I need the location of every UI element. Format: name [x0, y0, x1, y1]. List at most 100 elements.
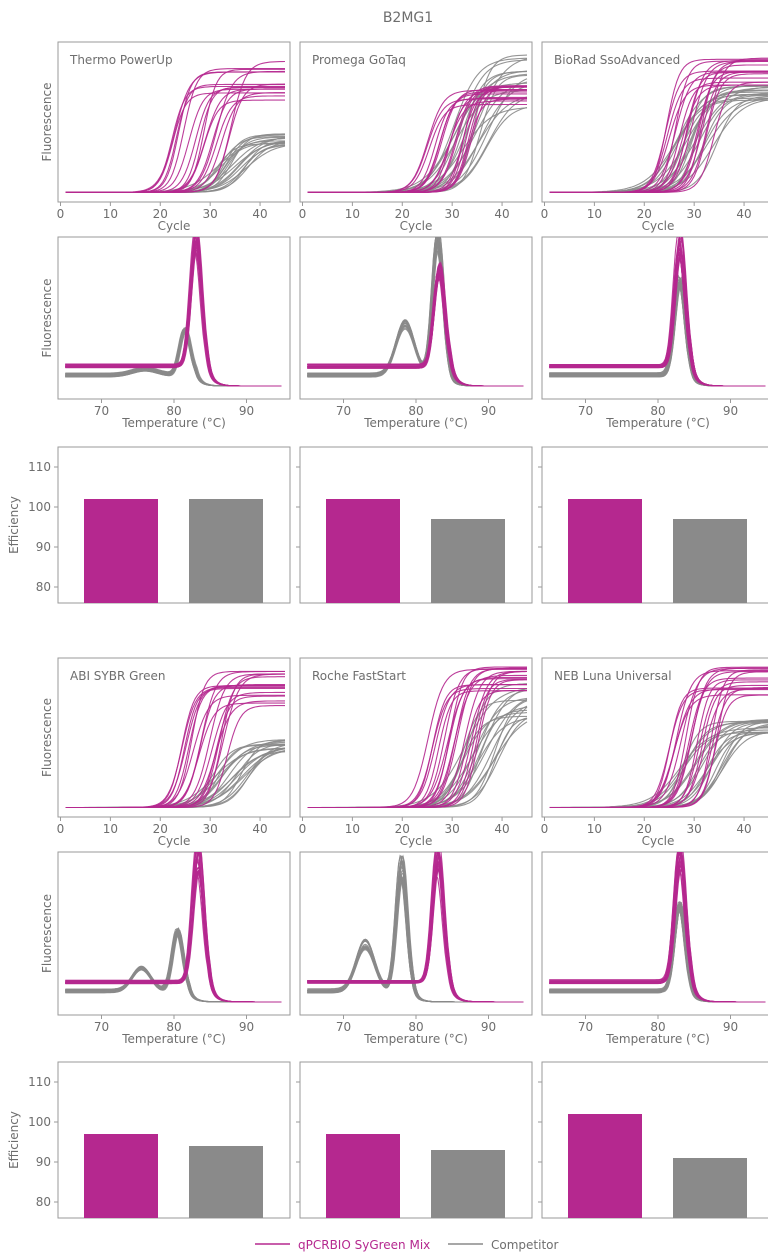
competitor-curve	[65, 330, 282, 387]
panel-amp-11: 0 10 20 30 40 Cycle Roche FastStart	[299, 657, 533, 848]
sygreen-curve	[549, 677, 768, 809]
x-tick-label: 70	[336, 1020, 351, 1034]
x-tick-label: 0	[541, 822, 549, 836]
sygreen-curve	[307, 679, 527, 809]
panel-frame	[541, 446, 768, 604]
competitor-curve	[549, 279, 766, 387]
competitor-curve	[549, 276, 766, 387]
sygreen-curve	[549, 253, 766, 387]
sygreen-curve	[307, 852, 524, 1003]
y-tick-label: 110	[28, 460, 51, 474]
sygreen-curve	[549, 852, 766, 1003]
panel-frame	[541, 657, 768, 818]
sygreen-curve	[65, 83, 285, 193]
x-tick-label: 30	[445, 207, 460, 221]
competitor-curve	[65, 329, 282, 387]
competitor-curve	[307, 700, 528, 809]
panel-frame	[541, 1061, 768, 1219]
panel-title: BioRad SsoAdvanced	[554, 53, 680, 67]
sygreen-curve	[549, 237, 766, 387]
competitor-curve	[307, 107, 528, 193]
sygreen-curve	[65, 852, 282, 1003]
x-axis-label: Cycle	[400, 219, 433, 233]
curves	[549, 57, 768, 193]
x-tick-label: 90	[723, 404, 738, 418]
x-tick-label: 20	[153, 822, 168, 836]
panel-eff-18	[538, 1061, 768, 1219]
y-tick-label: 100	[28, 1115, 51, 1129]
sygreen-curve	[549, 71, 768, 193]
sygreen-curve	[65, 673, 285, 809]
legend-competitor-label: Competitor	[491, 1238, 558, 1252]
panel-amp-2: 0 10 20 30 40 Cycle Promega GoTaq	[299, 41, 533, 233]
competitor-efficiency-bar	[431, 1150, 505, 1218]
y-tick-label: 80	[36, 580, 51, 594]
panel-eff-8	[296, 446, 533, 604]
competitor-curve	[307, 237, 524, 387]
x-tick-label: 90	[481, 404, 496, 418]
sygreen-curve	[549, 237, 766, 387]
competitor-curve	[549, 905, 766, 1003]
x-tick-label: 20	[395, 822, 410, 836]
competitor-curve	[549, 280, 766, 387]
competitor-curve	[307, 237, 524, 387]
competitor-curve	[549, 907, 766, 1003]
sygreen-curve	[549, 71, 768, 193]
x-tick-label: 30	[203, 207, 218, 221]
x-tick-label: 10	[345, 822, 360, 836]
x-tick-label: 40	[252, 207, 267, 221]
x-tick-label: 10	[587, 822, 602, 836]
x-tick-label: 80	[650, 404, 665, 418]
sygreen-curve	[65, 237, 282, 387]
sygreen-curve	[307, 98, 527, 193]
competitor-efficiency-bar	[189, 1146, 263, 1218]
sygreen-curve	[65, 852, 282, 1003]
competitor-curve	[307, 237, 524, 387]
competitor-curve	[549, 91, 768, 193]
competitor-efficiency-bar	[673, 519, 747, 603]
sygreen-curve	[65, 852, 282, 1003]
competitor-curve	[65, 331, 282, 387]
sygreen-curve	[307, 100, 527, 193]
competitor-curve	[549, 905, 766, 1003]
sygreen-curve	[307, 684, 527, 809]
x-tick-label: 30	[687, 822, 702, 836]
sygreen-efficiency-bar	[326, 1134, 400, 1218]
sygreen-curve	[307, 689, 528, 809]
curves	[65, 60, 286, 193]
sygreen-curve	[65, 685, 285, 809]
y-axis-label: Fluorescence	[40, 698, 54, 777]
x-tick-label: 20	[395, 207, 410, 221]
competitor-curve	[307, 237, 524, 387]
sygreen-curve	[65, 852, 282, 1003]
competitor-curve	[549, 274, 766, 387]
panel-melt-14: 70 80 90 Temperature (°C)	[299, 851, 533, 1046]
x-tick-label: 90	[481, 1020, 496, 1034]
panel-frame	[541, 41, 768, 203]
curves	[307, 237, 524, 387]
panel-amp-3: 0 10 20 30 40 Cycle BioRad SsoAdvanced	[541, 41, 768, 233]
x-tick-label: 70	[578, 1020, 593, 1034]
competitor-curve	[549, 281, 766, 387]
sygreen-curve	[307, 273, 524, 387]
sygreen-curve	[65, 852, 282, 1003]
curves	[65, 670, 286, 809]
sygreen-curve	[307, 852, 524, 1003]
competitor-curve	[65, 330, 282, 387]
x-tick-label: 90	[239, 1020, 254, 1034]
panel-eff-9	[538, 446, 768, 604]
sygreen-curve	[307, 852, 524, 1003]
x-tick-label: 10	[587, 207, 602, 221]
x-tick-label: 20	[637, 822, 652, 836]
sygreen-curve	[307, 852, 524, 1003]
x-tick-label: 0	[57, 822, 65, 836]
x-tick-label: 70	[94, 404, 109, 418]
sygreen-curve	[549, 60, 768, 193]
sygreen-curve	[549, 852, 766, 1003]
x-axis-label: Temperature (°C)	[363, 416, 468, 430]
x-tick-label: 70	[578, 404, 593, 418]
sygreen-curve	[307, 272, 524, 387]
x-tick-label: 70	[336, 404, 351, 418]
sygreen-curve	[65, 686, 285, 809]
sygreen-efficiency-bar	[84, 1134, 158, 1218]
